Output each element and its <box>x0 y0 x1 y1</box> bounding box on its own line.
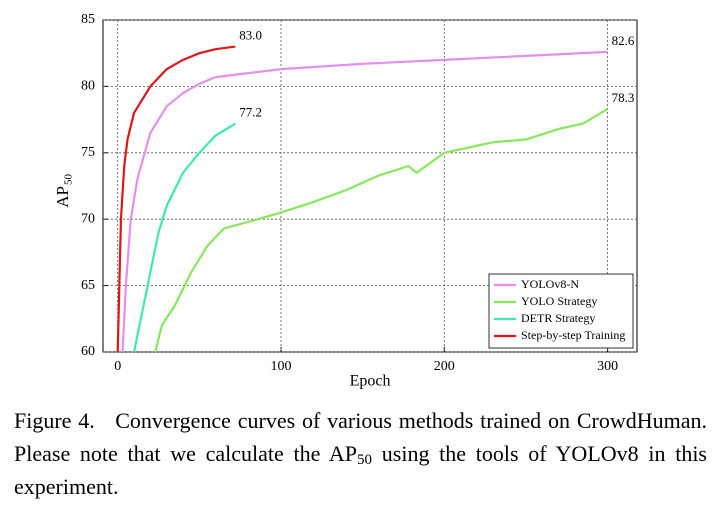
chart: Epoch AP 50 60 65 70 75 80 85 0 100 200 300 82.6 78… <box>53 12 638 390</box>
y-axis-label: AP 50 <box>53 174 75 208</box>
caption-subscript: 50 <box>357 452 373 468</box>
line <box>116 45 236 353</box>
legend-label: YOLOv8-N <box>521 277 579 291</box>
y-axis-label-sub: 50 <box>63 174 75 186</box>
legend-label: YOLO Strategy <box>521 294 597 308</box>
caption-text: Convergence curves of various methods tr… <box>14 408 707 466</box>
x-tick-label: 0 <box>114 359 121 374</box>
line <box>132 122 236 353</box>
line <box>121 50 608 353</box>
caption-tail: using the tools of YOLOv8 in this experi… <box>14 441 707 499</box>
caption: Figure 4. Convergence curves of various … <box>14 404 707 503</box>
x-tick-label: 300 <box>597 359 618 374</box>
plot-frame <box>102 19 638 353</box>
y-tick-label: 75 <box>81 145 95 160</box>
data-label: 82.6 <box>612 33 635 48</box>
y-axis-label-main: AP <box>53 186 72 208</box>
y-tick-label: 80 <box>81 79 95 94</box>
legend-label: DETR Strategy <box>521 311 595 325</box>
x-axis-label: Epoch <box>350 373 391 390</box>
data-label: 83.0 <box>239 28 262 43</box>
y-tick-label: 60 <box>81 344 95 359</box>
y-tick-label: 85 <box>81 12 95 27</box>
x-tick-label: 200 <box>434 359 455 374</box>
y-tick-label: 65 <box>81 278 95 293</box>
line <box>154 108 609 353</box>
data-label: 77.2 <box>239 105 262 120</box>
caption-label: Figure 4. <box>14 408 95 433</box>
y-tick-label: 70 <box>81 211 95 226</box>
x-tick-label: 100 <box>271 359 292 374</box>
data-label: 78.3 <box>612 90 635 105</box>
legend-label: Step-by-step Training <box>521 328 625 342</box>
